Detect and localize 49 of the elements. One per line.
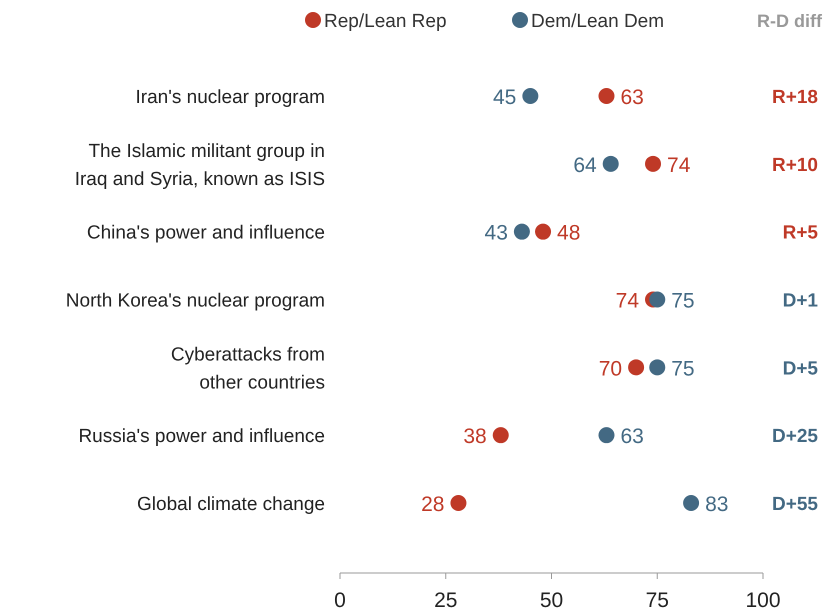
data-label: 75: [671, 290, 695, 312]
point: [522, 88, 538, 104]
point: [645, 156, 662, 172]
data-label: 45: [492, 86, 516, 109]
x-tick-label: 100: [745, 589, 781, 611]
text: D+55: [772, 494, 818, 515]
data-label: 74: [616, 290, 640, 312]
point: [649, 292, 666, 308]
y-tick-label: Iran's nuclear program: [136, 87, 325, 108]
point: [602, 156, 619, 172]
point: [649, 359, 666, 376]
text: R+18: [772, 87, 818, 108]
x-tick-label: 50: [540, 589, 564, 611]
point: [492, 427, 509, 444]
y-tick-label: North Korea's nuclear program: [66, 290, 325, 312]
y-tick-label: Cyberattacks from other countries: [170, 344, 325, 394]
x-tick-label: 0: [334, 589, 346, 611]
text: R-D diff: [757, 11, 823, 31]
point: [535, 224, 552, 240]
data-label: 74: [667, 154, 691, 177]
data-label: 63: [620, 425, 644, 448]
data-label: 64: [573, 154, 598, 177]
text: R+10: [772, 154, 818, 176]
data-label: 28: [421, 493, 444, 516]
data-label: 48: [557, 222, 580, 245]
text: D+5: [782, 358, 818, 380]
data-label: 83: [705, 493, 728, 516]
legend-label: Dem/Lean Dem: [531, 11, 664, 32]
point: [598, 427, 614, 444]
data-label: 70: [598, 357, 622, 380]
text: D+1: [782, 290, 818, 312]
data-label: 43: [484, 222, 508, 245]
y-tick-label: China's power and influence: [86, 222, 325, 244]
point: [598, 88, 614, 104]
point: [450, 495, 466, 511]
point: [628, 359, 644, 376]
data-label: 63: [620, 86, 644, 109]
y-tick-label: Global climate change: [137, 494, 325, 515]
y-tick-label: The Islamic militant group in Iraq and Syria, known as ISIS: [74, 140, 325, 190]
text: D+25: [772, 426, 818, 448]
x-tick-label: 75: [646, 589, 669, 611]
data-label: 38: [463, 425, 487, 448]
y-tick-label: Russia's power and influence: [78, 426, 325, 448]
text: R+5: [782, 222, 818, 244]
x-tick-label: 25: [434, 589, 458, 611]
point: [683, 495, 700, 511]
point: [514, 224, 530, 240]
data-label: 75: [671, 357, 695, 380]
legend-label: Rep/Lean Rep: [324, 11, 447, 32]
